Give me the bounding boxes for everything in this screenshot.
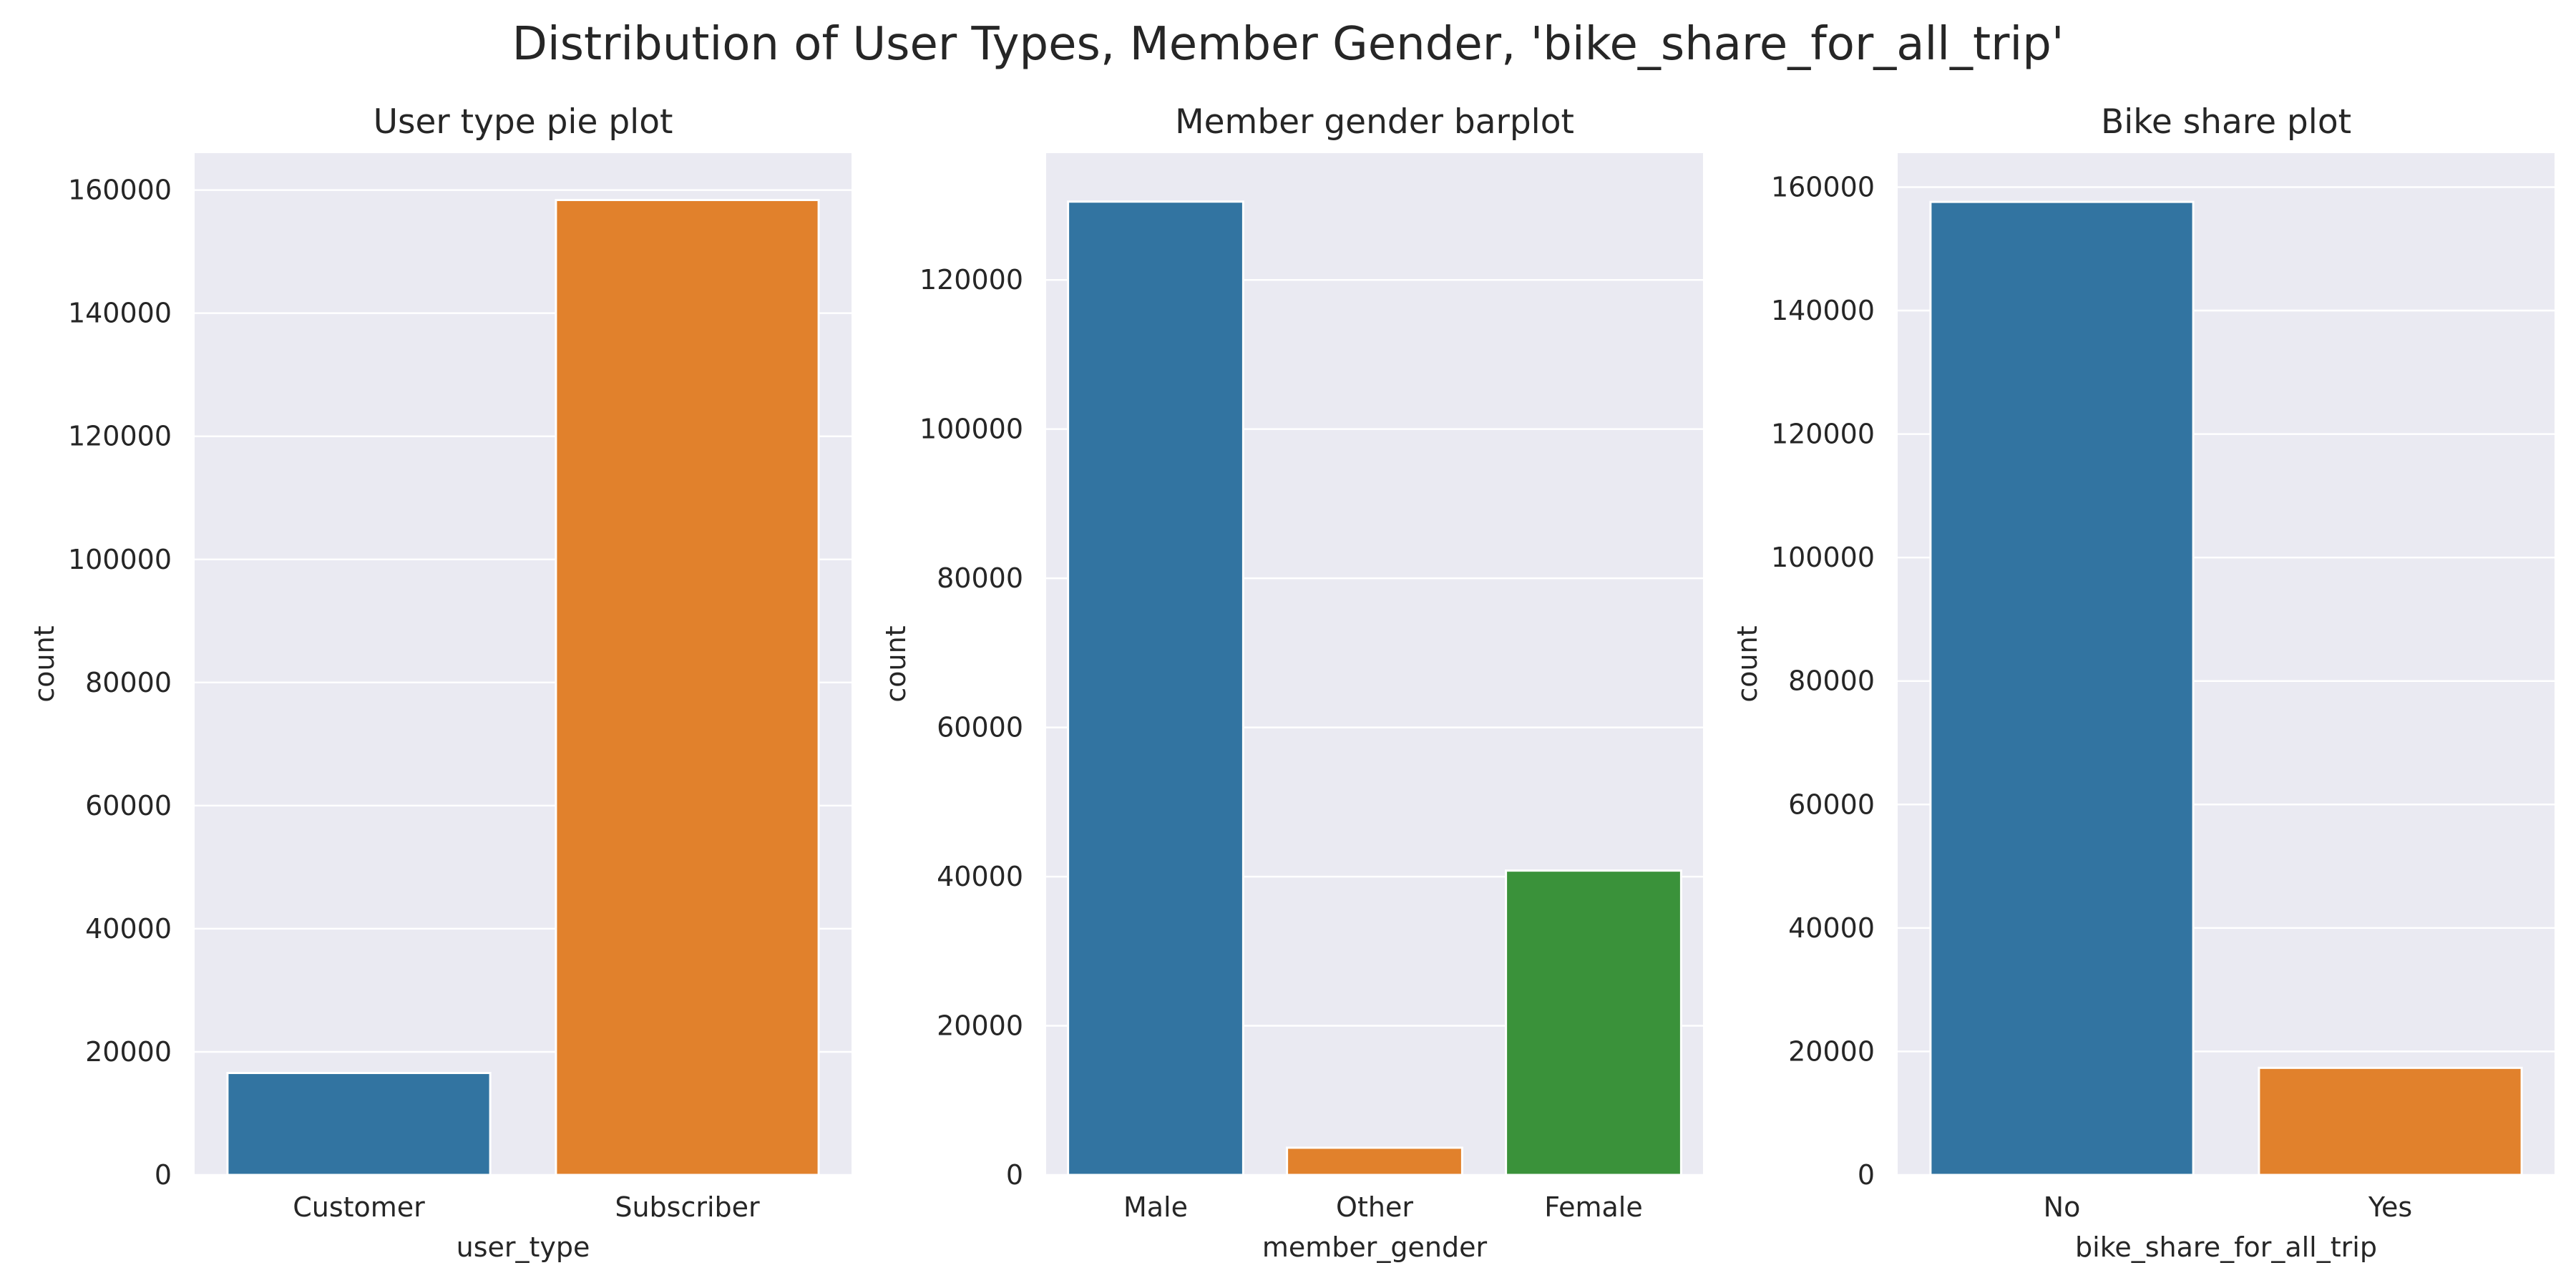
chart-2-ytick-label: 80000 (937, 562, 1023, 594)
chart-2-bar-other (1286, 1146, 1463, 1176)
chart-3-ytick-label: 100000 (1771, 542, 1875, 573)
chart-1-xtick-label: Subscriber (615, 1191, 760, 1223)
chart-2-xtick-label: Female (1544, 1191, 1642, 1223)
chart-2-ytick-label: 120000 (919, 264, 1023, 296)
chart-1-ytick-label: 160000 (68, 175, 172, 206)
chart-1-xtick-label: Customer (293, 1191, 425, 1223)
chart-3-ytick-label: 140000 (1771, 295, 1875, 326)
chart-1-xlabel: user_type (457, 1231, 590, 1263)
chart-3-ytick-label: 20000 (1788, 1035, 1875, 1067)
chart-1-ytick-label: 120000 (68, 421, 172, 452)
chart-3-bar-no (1929, 200, 2195, 1176)
chart-2-bar-male (1067, 200, 1244, 1176)
chart-3-ytick-label: 0 (1858, 1159, 1875, 1191)
chart-3-bar-yes (2258, 1066, 2523, 1176)
chart-2-ytick-label: 100000 (919, 414, 1023, 445)
chart-2-ytick-label: 40000 (937, 861, 1023, 892)
chart-3-xtick-label: No (2044, 1191, 2081, 1223)
chart-1-ylabel: count (29, 625, 60, 702)
chart-3-ytick-label: 160000 (1771, 171, 1875, 203)
chart-3-ytick-label: 120000 (1771, 419, 1875, 450)
chart-1-bar-customer (226, 1071, 492, 1176)
chart-1-ytick-label: 40000 (85, 913, 172, 945)
chart-1-ytick-label: 140000 (68, 298, 172, 329)
chart-1-ytick-label: 0 (155, 1159, 172, 1191)
chart-2-ylabel: count (880, 625, 912, 702)
chart-1-ytick-label: 20000 (85, 1036, 172, 1068)
chart-2-ytick-label: 0 (1006, 1159, 1023, 1191)
chart-2-xlabel: member_gender (1262, 1231, 1488, 1263)
figure-title: Distribution of User Types, Member Gende… (512, 18, 2064, 71)
chart-2-xtick-label: Other (1336, 1191, 1413, 1223)
chart-1-ytick-label: 100000 (68, 544, 172, 575)
chart-3-ytick-label: 40000 (1788, 912, 1875, 944)
chart-3-xlabel: bike_share_for_all_trip (2075, 1231, 2377, 1263)
chart-3-xtick-label: Yes (2368, 1191, 2412, 1223)
chart-2-title: Member gender barplot (1175, 102, 1574, 142)
chart-1-ytick-label: 80000 (85, 667, 172, 698)
chart-1-ytick-label: 60000 (85, 790, 172, 821)
chart-3-ytick-label: 80000 (1788, 665, 1875, 697)
chart-3-ylabel: count (1732, 625, 1763, 702)
chart-2-ytick-label: 60000 (937, 712, 1023, 743)
chart-2-bar-female (1505, 869, 1682, 1176)
chart-1-title: User type pie plot (374, 102, 673, 142)
chart-1-bar-subscriber (555, 198, 820, 1176)
chart-3-ytick-label: 60000 (1788, 789, 1875, 820)
chart-2-ytick-label: 20000 (937, 1010, 1023, 1042)
chart-3-title: Bike share plot (2101, 102, 2351, 142)
chart-2-xtick-label: Male (1123, 1191, 1188, 1223)
